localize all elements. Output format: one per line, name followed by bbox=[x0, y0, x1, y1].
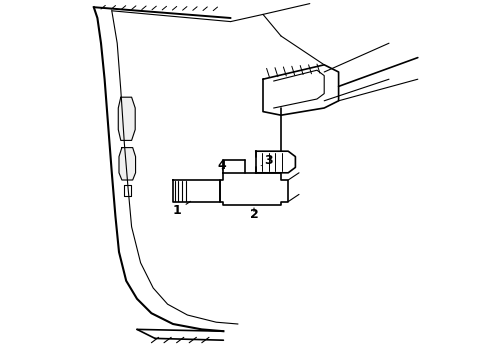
Polygon shape bbox=[119, 148, 136, 180]
Text: 4: 4 bbox=[217, 159, 226, 172]
Text: 2: 2 bbox=[249, 208, 258, 221]
Text: 3: 3 bbox=[261, 154, 273, 167]
Polygon shape bbox=[173, 180, 220, 202]
Polygon shape bbox=[220, 173, 288, 205]
Polygon shape bbox=[263, 65, 339, 115]
Text: 1: 1 bbox=[172, 201, 191, 217]
Polygon shape bbox=[118, 97, 135, 140]
